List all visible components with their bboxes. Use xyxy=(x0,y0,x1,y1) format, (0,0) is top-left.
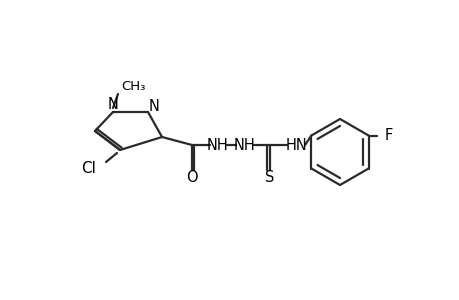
Text: NH: NH xyxy=(234,137,255,152)
Text: N: N xyxy=(148,98,159,113)
Text: HN: HN xyxy=(285,137,307,152)
Text: Cl: Cl xyxy=(81,160,96,175)
Text: NH: NH xyxy=(207,137,229,152)
Text: F: F xyxy=(384,128,392,143)
Text: CH₃: CH₃ xyxy=(121,80,145,92)
Text: S: S xyxy=(265,170,274,185)
Text: N: N xyxy=(107,97,118,112)
Text: O: O xyxy=(186,170,197,185)
